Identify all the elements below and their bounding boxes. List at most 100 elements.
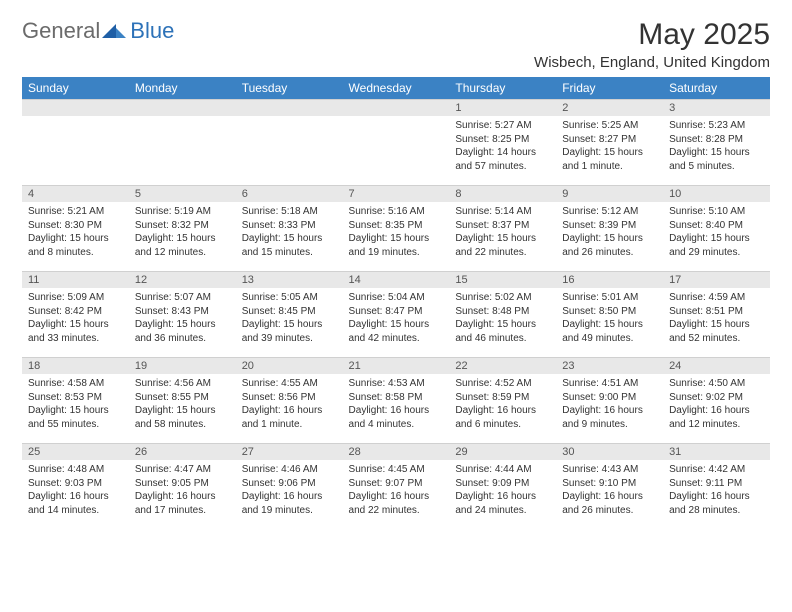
sunset-text: Sunset: 8:51 PM (669, 305, 764, 319)
sunrise-text: Sunrise: 5:23 AM (669, 119, 764, 133)
daylight-text: Daylight: 16 hours and 9 minutes. (562, 404, 657, 431)
day-details: Sunrise: 4:58 AMSunset: 8:53 PMDaylight:… (22, 374, 129, 435)
sunrise-text: Sunrise: 5:25 AM (562, 119, 657, 133)
calendar-day-cell (22, 99, 129, 185)
sunrise-text: Sunrise: 4:42 AM (669, 463, 764, 477)
day-number: 23 (556, 357, 663, 374)
calendar-day-cell: 3Sunrise: 5:23 AMSunset: 8:28 PMDaylight… (663, 99, 770, 185)
day-number (236, 99, 343, 116)
sunrise-text: Sunrise: 5:10 AM (669, 205, 764, 219)
calendar-day-cell: 20Sunrise: 4:55 AMSunset: 8:56 PMDayligh… (236, 357, 343, 443)
sunset-text: Sunset: 9:05 PM (135, 477, 230, 491)
weekday-header: Saturday (663, 77, 770, 99)
daylight-text: Daylight: 15 hours and 26 minutes. (562, 232, 657, 259)
logo-text-general: General (22, 18, 100, 44)
sunset-text: Sunset: 9:10 PM (562, 477, 657, 491)
sunset-text: Sunset: 8:27 PM (562, 133, 657, 147)
day-number: 10 (663, 185, 770, 202)
day-details: Sunrise: 4:45 AMSunset: 9:07 PMDaylight:… (343, 460, 450, 521)
calendar-day-cell: 26Sunrise: 4:47 AMSunset: 9:05 PMDayligh… (129, 443, 236, 529)
sunrise-text: Sunrise: 4:56 AM (135, 377, 230, 391)
calendar-day-cell: 27Sunrise: 4:46 AMSunset: 9:06 PMDayligh… (236, 443, 343, 529)
day-details: Sunrise: 5:09 AMSunset: 8:42 PMDaylight:… (22, 288, 129, 349)
daylight-text: Daylight: 15 hours and 58 minutes. (135, 404, 230, 431)
calendar-day-cell: 23Sunrise: 4:51 AMSunset: 9:00 PMDayligh… (556, 357, 663, 443)
day-number: 19 (129, 357, 236, 374)
day-details: Sunrise: 4:48 AMSunset: 9:03 PMDaylight:… (22, 460, 129, 521)
day-details: Sunrise: 5:27 AMSunset: 8:25 PMDaylight:… (449, 116, 556, 177)
sunset-text: Sunset: 8:35 PM (349, 219, 444, 233)
calendar-day-cell: 5Sunrise: 5:19 AMSunset: 8:32 PMDaylight… (129, 185, 236, 271)
day-details: Sunrise: 4:51 AMSunset: 9:00 PMDaylight:… (556, 374, 663, 435)
calendar-table: Sunday Monday Tuesday Wednesday Thursday… (22, 77, 770, 529)
day-details: Sunrise: 5:10 AMSunset: 8:40 PMDaylight:… (663, 202, 770, 263)
logo-triangle-icon (102, 22, 128, 40)
page-header: General Blue May 2025 Wisbech, England, … (22, 18, 770, 71)
day-details: Sunrise: 4:56 AMSunset: 8:55 PMDaylight:… (129, 374, 236, 435)
day-details: Sunrise: 5:04 AMSunset: 8:47 PMDaylight:… (343, 288, 450, 349)
sunset-text: Sunset: 8:33 PM (242, 219, 337, 233)
title-block: May 2025 Wisbech, England, United Kingdo… (534, 18, 770, 71)
day-number: 12 (129, 271, 236, 288)
sunset-text: Sunset: 8:28 PM (669, 133, 764, 147)
calendar-day-cell: 25Sunrise: 4:48 AMSunset: 9:03 PMDayligh… (22, 443, 129, 529)
month-title: May 2025 (534, 18, 770, 52)
weekday-header: Friday (556, 77, 663, 99)
location-text: Wisbech, England, United Kingdom (534, 54, 770, 71)
day-details: Sunrise: 4:59 AMSunset: 8:51 PMDaylight:… (663, 288, 770, 349)
daylight-text: Daylight: 15 hours and 12 minutes. (135, 232, 230, 259)
calendar-day-cell: 15Sunrise: 5:02 AMSunset: 8:48 PMDayligh… (449, 271, 556, 357)
day-number: 11 (22, 271, 129, 288)
calendar-day-cell: 4Sunrise: 5:21 AMSunset: 8:30 PMDaylight… (22, 185, 129, 271)
calendar-week-row: 18Sunrise: 4:58 AMSunset: 8:53 PMDayligh… (22, 357, 770, 443)
sunset-text: Sunset: 9:11 PM (669, 477, 764, 491)
daylight-text: Daylight: 15 hours and 49 minutes. (562, 318, 657, 345)
day-number: 25 (22, 443, 129, 460)
daylight-text: Daylight: 16 hours and 17 minutes. (135, 490, 230, 517)
daylight-text: Daylight: 15 hours and 39 minutes. (242, 318, 337, 345)
calendar-week-row: 11Sunrise: 5:09 AMSunset: 8:42 PMDayligh… (22, 271, 770, 357)
day-number: 5 (129, 185, 236, 202)
calendar-day-cell: 29Sunrise: 4:44 AMSunset: 9:09 PMDayligh… (449, 443, 556, 529)
sunrise-text: Sunrise: 5:12 AM (562, 205, 657, 219)
sunrise-text: Sunrise: 5:18 AM (242, 205, 337, 219)
day-number: 3 (663, 99, 770, 116)
day-details: Sunrise: 4:44 AMSunset: 9:09 PMDaylight:… (449, 460, 556, 521)
calendar-week-row: 25Sunrise: 4:48 AMSunset: 9:03 PMDayligh… (22, 443, 770, 529)
daylight-text: Daylight: 14 hours and 57 minutes. (455, 146, 550, 173)
sunrise-text: Sunrise: 5:04 AM (349, 291, 444, 305)
day-number: 7 (343, 185, 450, 202)
day-details: Sunrise: 5:23 AMSunset: 8:28 PMDaylight:… (663, 116, 770, 177)
calendar-body: 1Sunrise: 5:27 AMSunset: 8:25 PMDaylight… (22, 99, 770, 529)
day-details: Sunrise: 4:52 AMSunset: 8:59 PMDaylight:… (449, 374, 556, 435)
calendar-week-row: 4Sunrise: 5:21 AMSunset: 8:30 PMDaylight… (22, 185, 770, 271)
logo-text-blue: Blue (130, 18, 174, 44)
sunrise-text: Sunrise: 4:48 AM (28, 463, 123, 477)
day-number: 26 (129, 443, 236, 460)
day-details: Sunrise: 5:12 AMSunset: 8:39 PMDaylight:… (556, 202, 663, 263)
daylight-text: Daylight: 15 hours and 52 minutes. (669, 318, 764, 345)
daylight-text: Daylight: 15 hours and 19 minutes. (349, 232, 444, 259)
daylight-text: Daylight: 16 hours and 1 minute. (242, 404, 337, 431)
weekday-header-row: Sunday Monday Tuesday Wednesday Thursday… (22, 77, 770, 99)
day-number: 17 (663, 271, 770, 288)
weekday-header: Monday (129, 77, 236, 99)
calendar-day-cell: 13Sunrise: 5:05 AMSunset: 8:45 PMDayligh… (236, 271, 343, 357)
day-details: Sunrise: 5:07 AMSunset: 8:43 PMDaylight:… (129, 288, 236, 349)
day-number: 22 (449, 357, 556, 374)
day-number: 15 (449, 271, 556, 288)
day-number: 14 (343, 271, 450, 288)
daylight-text: Daylight: 15 hours and 55 minutes. (28, 404, 123, 431)
day-number: 8 (449, 185, 556, 202)
calendar-day-cell: 7Sunrise: 5:16 AMSunset: 8:35 PMDaylight… (343, 185, 450, 271)
calendar-day-cell (236, 99, 343, 185)
sunset-text: Sunset: 9:06 PM (242, 477, 337, 491)
sunset-text: Sunset: 9:09 PM (455, 477, 550, 491)
calendar-day-cell: 18Sunrise: 4:58 AMSunset: 8:53 PMDayligh… (22, 357, 129, 443)
calendar-day-cell: 31Sunrise: 4:42 AMSunset: 9:11 PMDayligh… (663, 443, 770, 529)
daylight-text: Daylight: 16 hours and 26 minutes. (562, 490, 657, 517)
day-number: 18 (22, 357, 129, 374)
sunrise-text: Sunrise: 5:21 AM (28, 205, 123, 219)
day-number: 9 (556, 185, 663, 202)
sunset-text: Sunset: 8:59 PM (455, 391, 550, 405)
